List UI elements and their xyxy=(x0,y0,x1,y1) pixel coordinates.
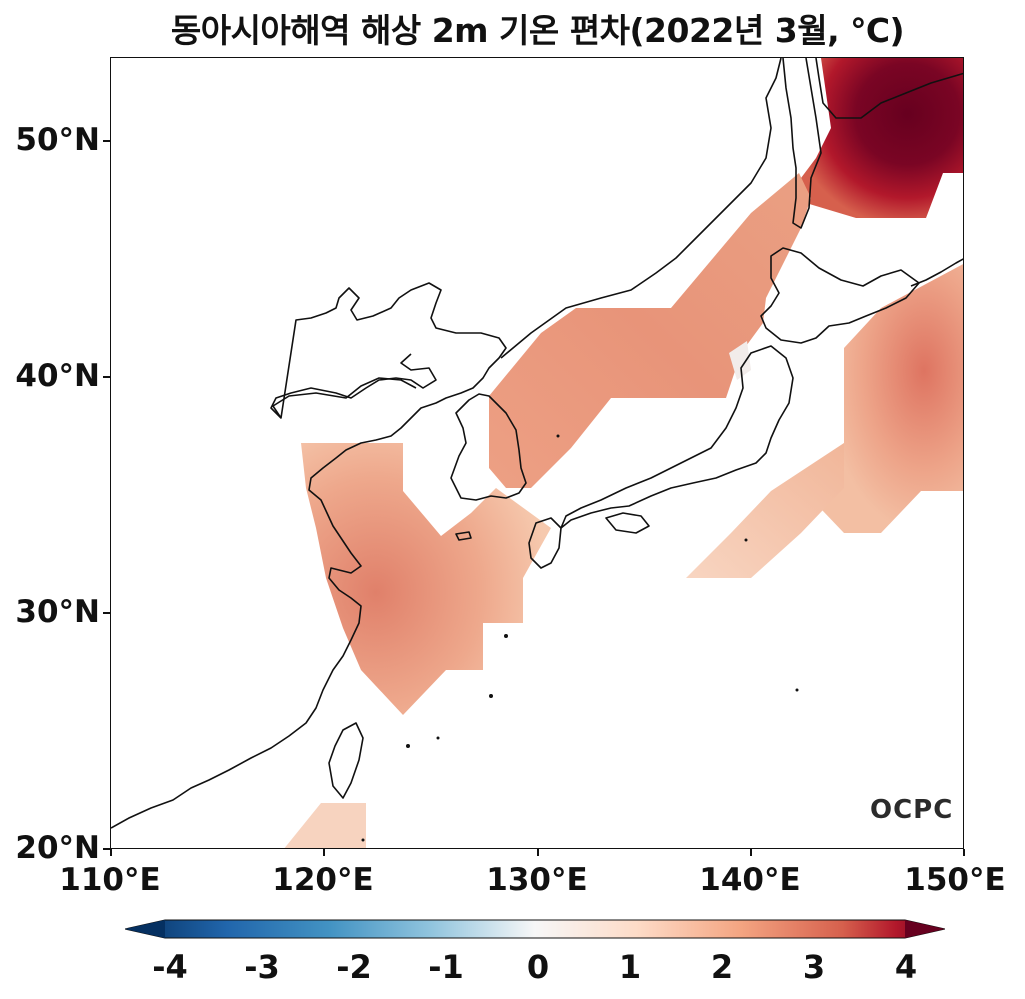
small-islands xyxy=(361,434,799,842)
ocpc-logo: OCPC xyxy=(870,795,954,825)
y-tick-mark xyxy=(103,140,110,142)
colorbar-label: -4 xyxy=(152,948,188,986)
anomaly-japan-sea xyxy=(489,173,811,488)
y-tick-mark xyxy=(103,612,110,614)
y-tick-mark xyxy=(103,376,110,378)
x-tick-label-120e: 120°E xyxy=(272,862,374,898)
y-tick-mark xyxy=(103,848,110,850)
x-tick-label-110e: 110°E xyxy=(59,862,161,898)
anomaly-okhotsk xyxy=(801,58,963,218)
x-tick-mark xyxy=(537,849,539,856)
y-tick-label-20n: 20°N xyxy=(15,830,100,866)
x-tick-mark xyxy=(963,849,965,856)
anomaly-south-japan xyxy=(686,443,844,578)
colorbar xyxy=(125,919,945,939)
x-tick-label-130e: 130°E xyxy=(486,862,588,898)
colorbar-label: 3 xyxy=(802,948,826,986)
coastlines xyxy=(111,58,963,829)
colorbar-label: -1 xyxy=(428,948,464,986)
x-tick-mark xyxy=(323,849,325,856)
y-tick-label-40n: 40°N xyxy=(15,358,100,394)
map-plot-area xyxy=(110,57,964,849)
y-tick-label-30n: 30°N xyxy=(15,594,100,630)
colorbar-label: -2 xyxy=(336,948,372,986)
x-tick-mark xyxy=(110,849,112,856)
x-tick-label-150e: 150°E xyxy=(904,862,1006,898)
anomaly-map xyxy=(111,58,963,848)
x-tick-mark xyxy=(750,849,752,856)
colorbar-label: -3 xyxy=(244,948,280,986)
y-tick-label-50n: 50°N xyxy=(15,122,100,158)
colorbar-label: 0 xyxy=(526,948,550,986)
x-tick-label-140e: 140°E xyxy=(699,862,801,898)
anomaly-pale-streak xyxy=(729,341,751,380)
colorbar-label: 1 xyxy=(618,948,642,986)
map-title: 동아시아해역 해상 2m 기온 편차(2022년 3월, ℃) xyxy=(170,11,905,50)
anomaly-yellow-sea xyxy=(301,443,551,715)
colorbar-label: 4 xyxy=(894,948,918,986)
anomaly-south-patch xyxy=(284,803,366,848)
colorbar-label: 2 xyxy=(710,948,734,986)
